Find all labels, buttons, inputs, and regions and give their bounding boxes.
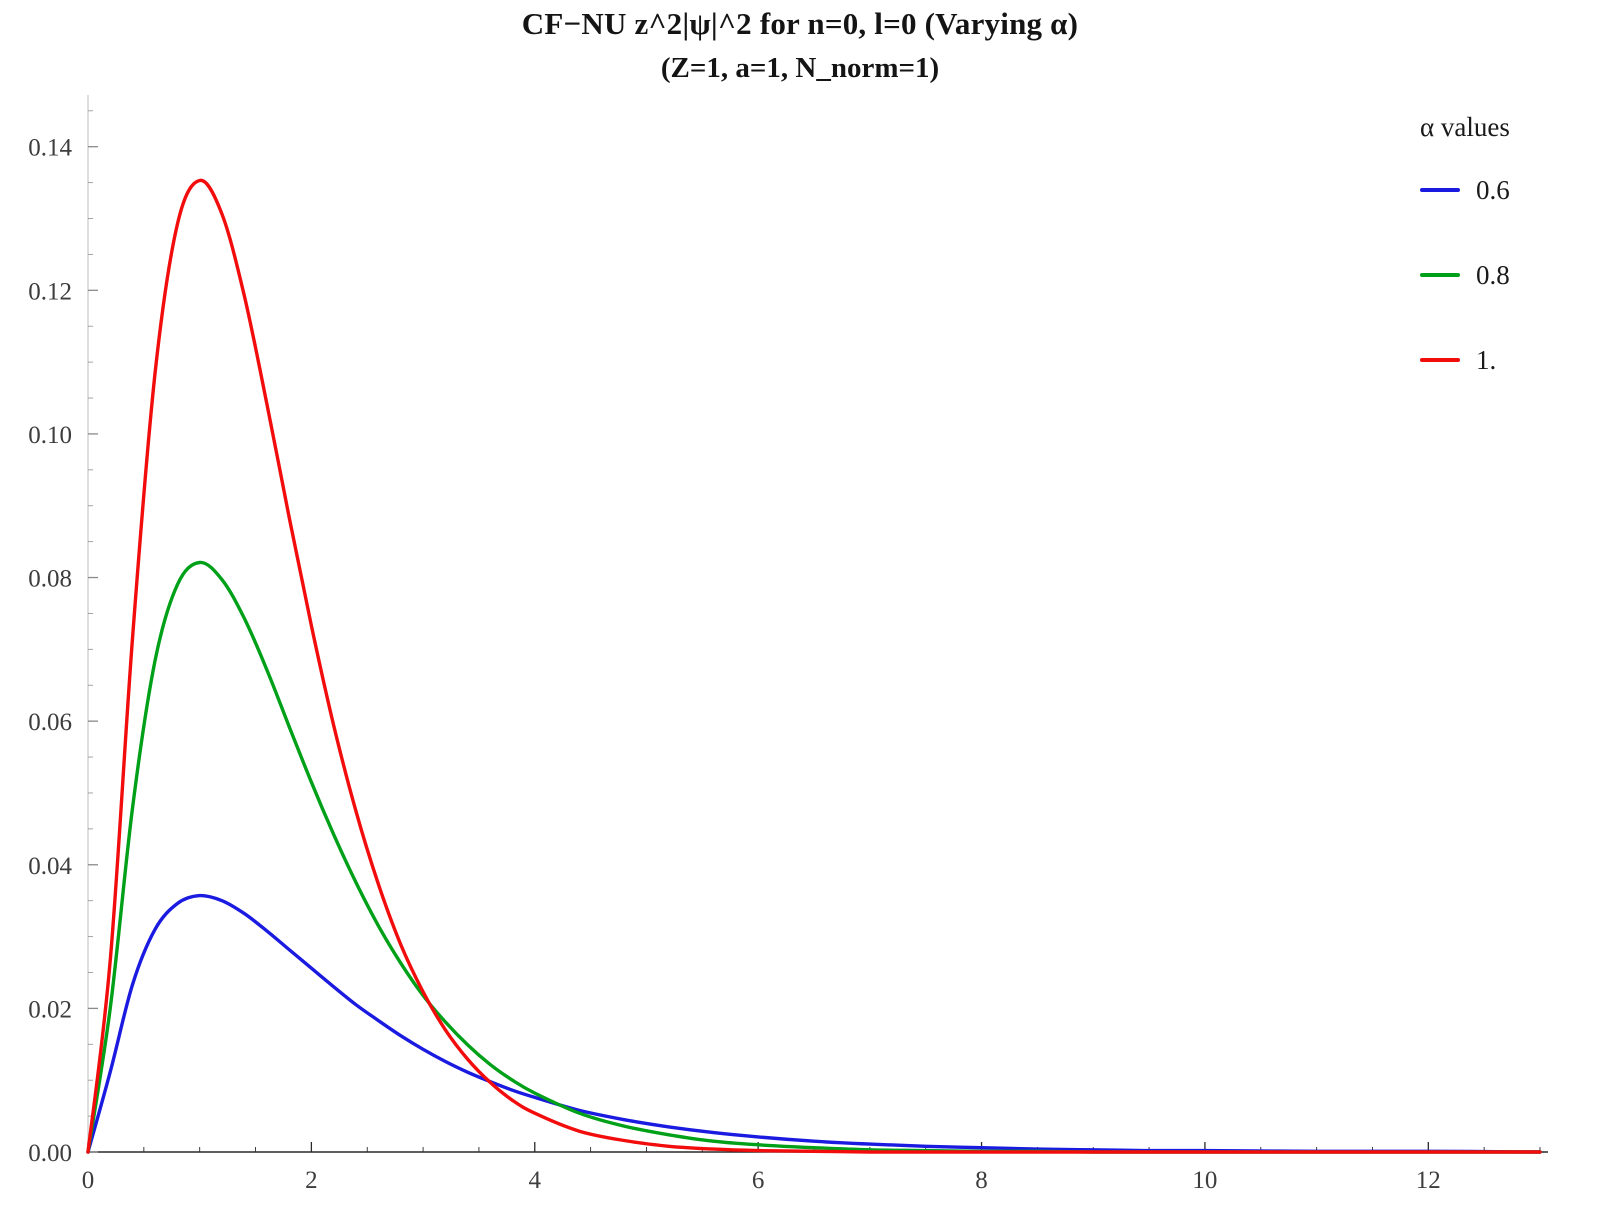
legend-swatch [1420, 188, 1460, 192]
chart-subtitle: (Z=1, a=1, N_norm=1) [660, 52, 940, 84]
legend-header: α values [1420, 112, 1510, 142]
y-tick-label: 0.12 [28, 278, 72, 305]
legend-swatch [1420, 273, 1460, 277]
x-tick-label: 6 [752, 1167, 765, 1194]
x-tick-label: 8 [975, 1167, 988, 1194]
y-tick-label: 0.02 [28, 996, 72, 1023]
x-tick-label: 12 [1416, 1167, 1441, 1194]
legend-item: 0.6 [1420, 173, 1590, 207]
legend-label: 1. [1476, 344, 1497, 375]
legend-swatch [1420, 358, 1460, 362]
y-tick-label: 0.04 [28, 853, 72, 880]
legend-item: 0.8 [1420, 258, 1590, 292]
y-tick-label: 0.06 [28, 709, 72, 736]
x-tick-label: 4 [529, 1167, 542, 1194]
x-tick-label: 0 [82, 1167, 95, 1194]
y-tick-label: 0.00 [28, 1140, 72, 1167]
legend-label: 0.6 [1476, 174, 1510, 205]
series-line-0.8 [86, 560, 1542, 1154]
series-line-1. [86, 178, 1542, 1154]
legend-items: 0.6 0.8 1. [1420, 173, 1590, 377]
legend-label: 0.8 [1476, 259, 1510, 290]
y-tick-label: 0.08 [28, 566, 72, 593]
series-line-0.6 [86, 893, 1542, 1154]
y-tick-label: 0.10 [28, 422, 72, 449]
y-tick-label: 0.14 [28, 135, 72, 162]
legend-item: 1. [1420, 343, 1590, 377]
x-tick-label: 10 [1192, 1167, 1217, 1194]
x-tick-label: 2 [305, 1167, 318, 1194]
legend: α values 0.6 0.8 1. [1420, 112, 1590, 428]
chart-title: CF−NU z^2|ψ|^2 for n=0, l=0 (Varying α) [521, 6, 1079, 41]
